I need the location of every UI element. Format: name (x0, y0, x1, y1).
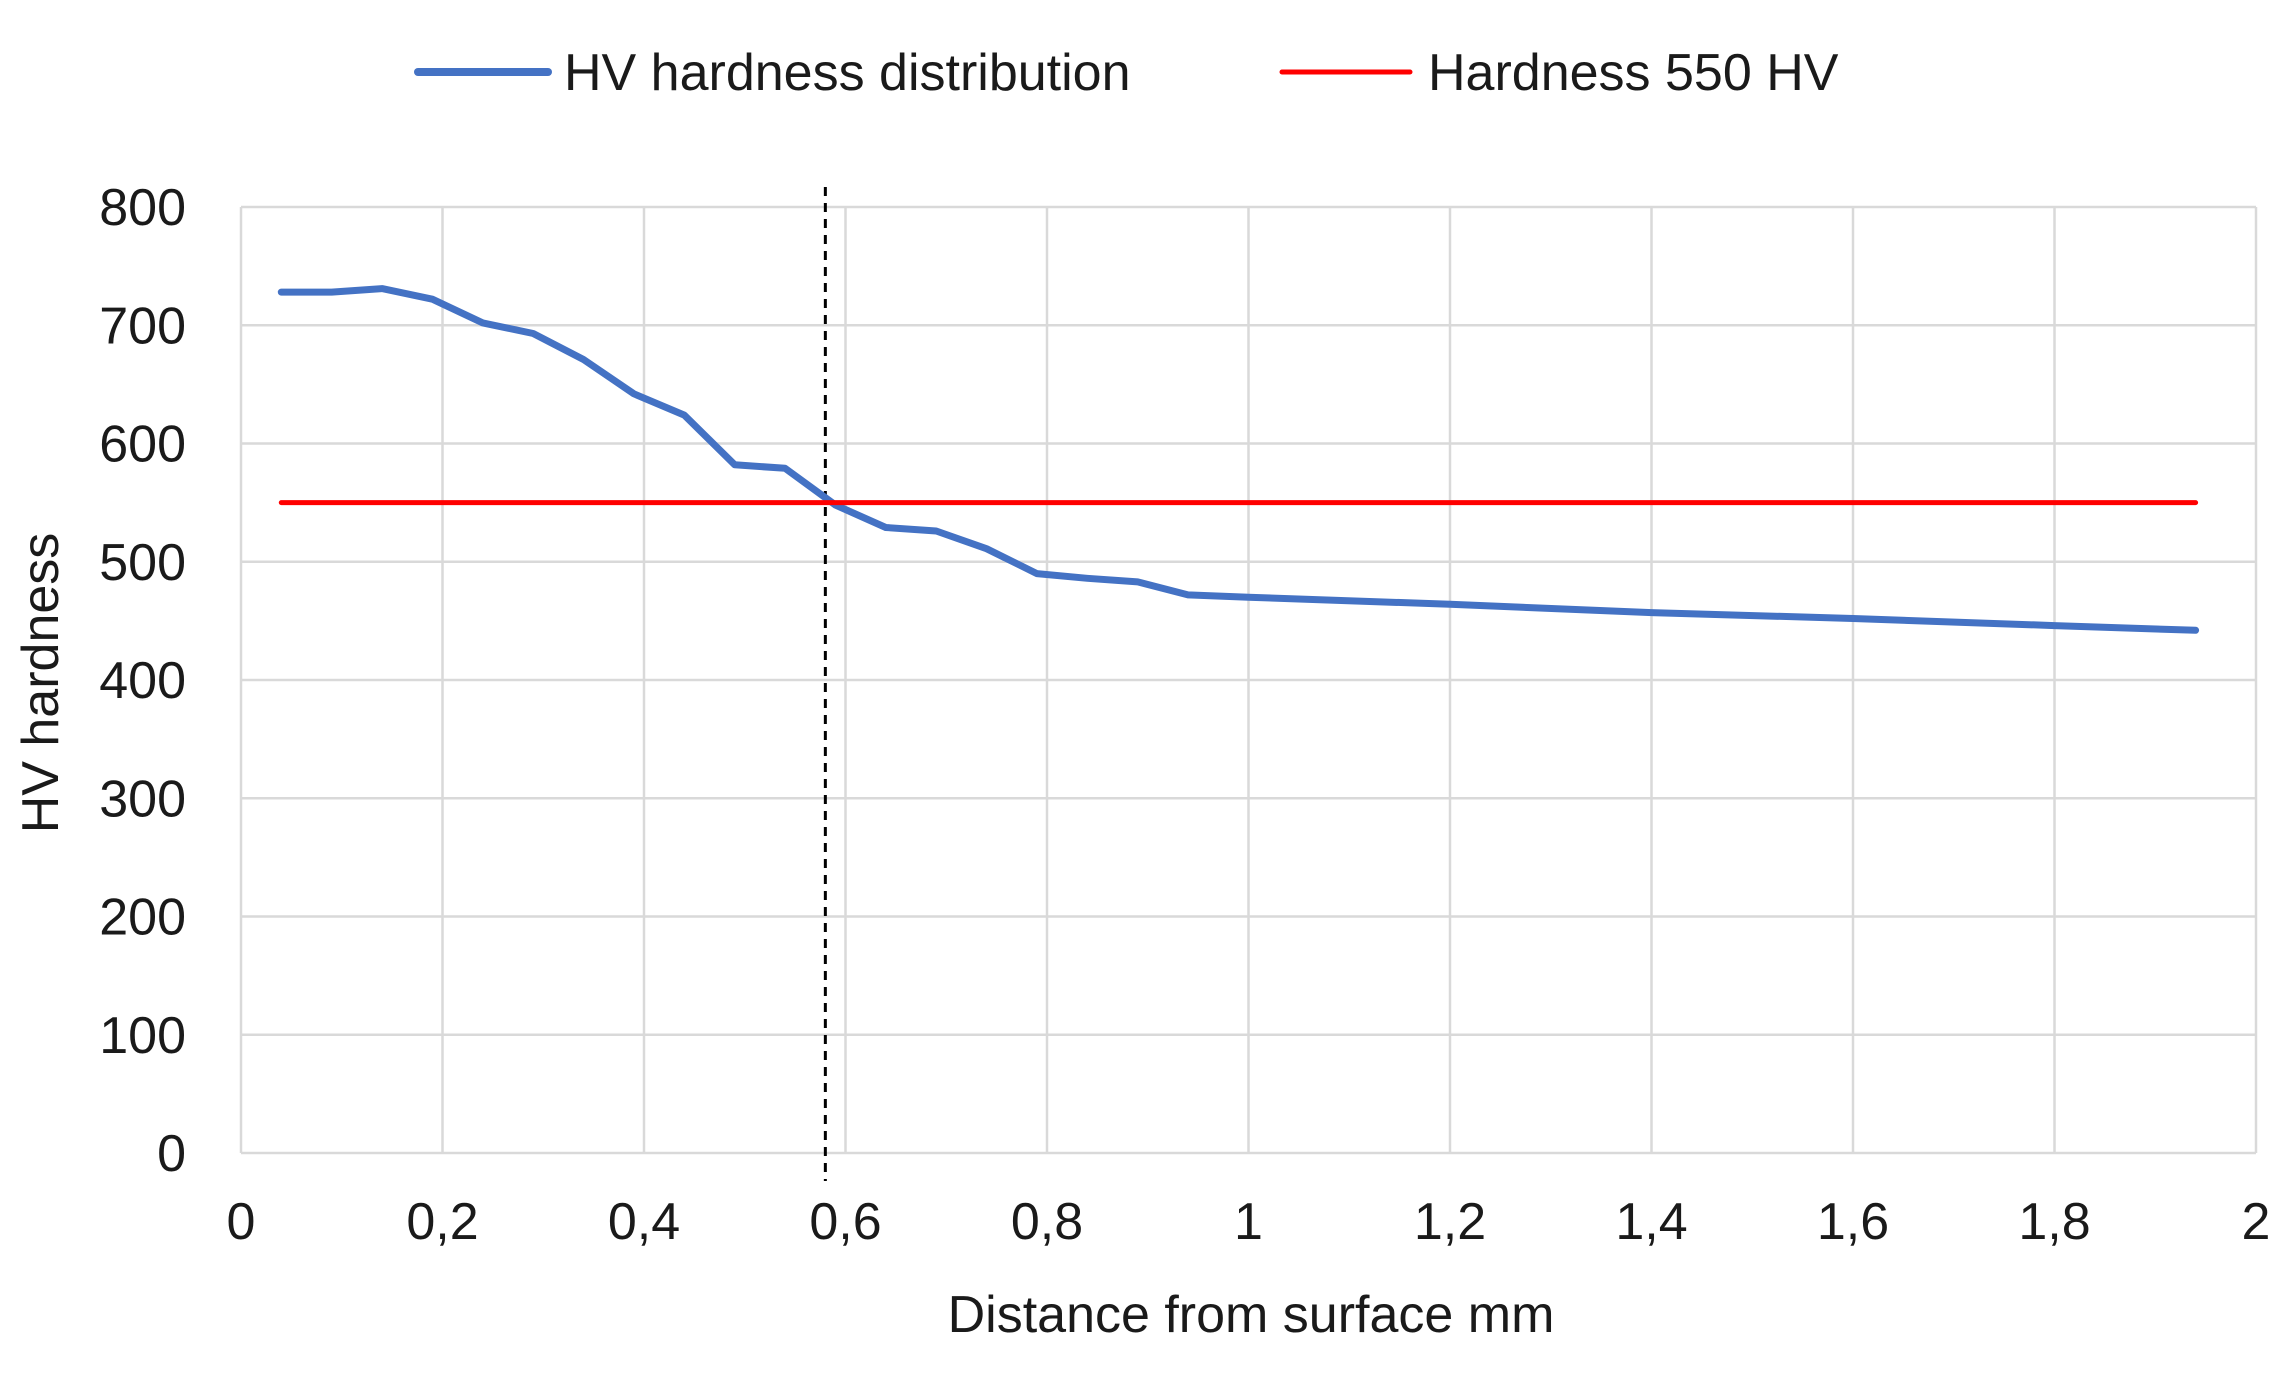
y-tick-label: 300 (99, 770, 186, 828)
x-tick-label: 1,8 (2018, 1193, 2090, 1251)
y-tick-label: 800 (99, 179, 186, 237)
series-layer (277, 285, 2200, 634)
y-tick-label: 100 (99, 1007, 186, 1065)
x-tick-label: 1,6 (1817, 1193, 1889, 1251)
x-tick-label: 0 (227, 1193, 256, 1251)
x-tick-label: 0,8 (1011, 1193, 1083, 1251)
x-tick-label: 0,2 (406, 1193, 478, 1251)
x-tick-label: 1,4 (1615, 1193, 1687, 1251)
y-tick-label: 500 (99, 534, 186, 592)
y-tick-label: 700 (99, 297, 186, 355)
legend-label: HV hardness distribution (564, 44, 1131, 102)
x-tick-label: 2 (2242, 1193, 2271, 1251)
series-line-hardness-distribution (277, 285, 2200, 634)
x-tick-label: 0,4 (608, 1193, 680, 1251)
x-tick-label: 1 (1234, 1193, 1263, 1251)
x-tick-label: 1,2 (1414, 1193, 1486, 1251)
grid (239, 205, 2258, 1155)
axes: 0 100 200 300 400 500 600 700 800 0 0,2 0,4 0,6 0,8 1 1… (99, 179, 2270, 1251)
y-tick-label: 200 (99, 889, 186, 947)
legend: HV hardness distribution Hardness 550 HV (414, 44, 1839, 102)
legend-label: Hardness 550 HV (1428, 44, 1839, 102)
y-tick-label: 400 (99, 652, 186, 710)
x-tick-label: 0,6 (809, 1193, 881, 1251)
y-axis-title: HV hardness (12, 533, 70, 834)
y-tick-label: 600 (99, 416, 186, 474)
y-tick-label: 0 (157, 1125, 186, 1183)
x-axis-title: Distance from surface mm (948, 1286, 1555, 1344)
